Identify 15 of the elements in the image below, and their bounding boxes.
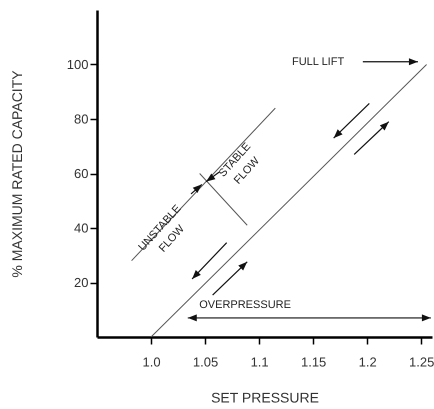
x-tick-label: 1.1 — [250, 354, 269, 370]
x-tick-label: 1.25 — [409, 354, 434, 370]
x-axis-title: SET PRESSURE — [211, 390, 319, 406]
x-tick-label: 1.05 — [192, 354, 218, 370]
annotation: OVERPRESSURE — [199, 298, 291, 311]
y-tick-label: 60 — [74, 166, 88, 181]
y-tick-label: 40 — [74, 220, 88, 236]
y-tick-label: 100 — [66, 57, 88, 72]
x-tick-label: 1.15 — [300, 354, 326, 370]
y-axis-title: % MAXIMUM RATED CAPACITY — [8, 70, 25, 278]
y-tick-label: 80 — [74, 112, 88, 126]
x-tick-label: 1.0 — [142, 354, 161, 370]
x-tick-label: 1.2 — [358, 354, 377, 370]
annotation: FULL LIFT — [292, 56, 344, 68]
y-tick-label: 20 — [74, 275, 88, 290]
